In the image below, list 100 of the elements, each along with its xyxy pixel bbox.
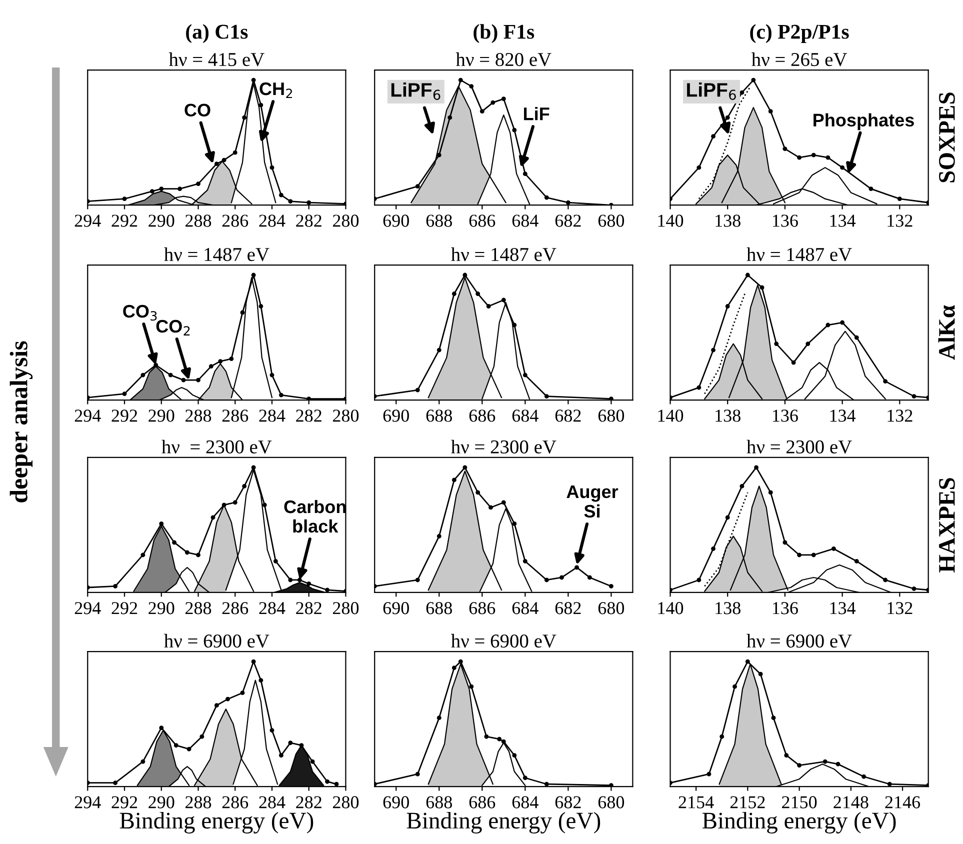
x-tick-label: 282: [296, 410, 322, 422]
x-tick-label: 280: [332, 214, 359, 227]
x-tick-label: 684: [512, 796, 538, 808]
x-tick-label: 290: [148, 796, 174, 808]
x-tick-label: 282: [296, 602, 322, 614]
x-tick-label: 290: [148, 410, 174, 422]
chart-title: hν = 2300 eV: [746, 440, 852, 454]
x-tick-label: 136: [773, 410, 798, 422]
text: HAXPES: [939, 478, 955, 572]
x-tick-label: 288: [185, 796, 212, 808]
chart-title: hν = 1487 eV: [451, 247, 556, 262]
x-tick-label: 286: [222, 796, 248, 808]
chart-title: hν = 6900 eV: [451, 634, 556, 648]
x-tick-label: 140: [658, 214, 684, 227]
x-tick-label: 2148: [834, 796, 868, 808]
x-tick-label: 680: [598, 602, 624, 614]
x-tick-label: 288: [185, 410, 212, 422]
x-tick-label: 688: [426, 602, 452, 614]
x-axis-title: Binding energy (eV): [406, 812, 600, 834]
x-tick-label: 290: [148, 214, 174, 227]
x-tick-label: 140: [658, 410, 684, 422]
x-tick-label: 280: [332, 602, 359, 614]
annotation: CO$_{3}$: [123, 304, 157, 321]
chart-subtitle: (c) P2p/P1s: [750, 24, 849, 44]
x-tick-label: 680: [598, 796, 624, 808]
x-tick-label: 2152: [730, 796, 765, 808]
x-tick-label: 690: [383, 410, 409, 422]
x-tick-label: 2146: [885, 796, 920, 808]
x-tick-label: 132: [888, 410, 912, 422]
x-tick-label: 134: [830, 214, 856, 227]
x-tick-label: 286: [222, 602, 248, 614]
x-tick-label: 684: [512, 214, 538, 227]
x-tick-label: 686: [469, 214, 496, 227]
x-tick-label: 294: [74, 796, 101, 808]
x-tick-label: 680: [598, 410, 624, 422]
chart-title: hν = 415 eV: [168, 52, 264, 66]
chart-subtitle: (b) F1s: [474, 24, 534, 44]
chart-title: hν = 6900 eV: [164, 634, 270, 648]
x-tick-label: 138: [716, 214, 740, 227]
x-tick-label: 280: [332, 796, 359, 808]
annotation: Phosphates: [814, 113, 914, 130]
x-tick-label: 140: [658, 602, 684, 614]
x-tick-label: 686: [469, 602, 496, 614]
chart-subtitle: (a) C1s: [186, 24, 248, 44]
chart-title: hν = 2300 eV: [451, 440, 556, 454]
x-tick-label: 682: [555, 410, 581, 422]
x-tick-label: 292: [112, 214, 138, 227]
x-tick-label: 688: [426, 410, 452, 422]
x-tick-label: 284: [259, 410, 286, 422]
x-tick-label: 292: [112, 796, 138, 808]
chart-title: hν = 1487 eV: [746, 247, 852, 262]
x-tick-label: 680: [598, 214, 624, 227]
x-tick-label: 284: [259, 214, 286, 227]
annotation: LiF: [524, 106, 550, 120]
annotation: CH$_{2}$: [260, 82, 292, 98]
text: AlKα: [938, 305, 955, 360]
x-tick-label: 282: [296, 796, 322, 808]
x-tick-label: 292: [112, 602, 138, 614]
chart-title: hν = 2300 eV: [162, 440, 272, 454]
x-tick-label: 132: [888, 214, 912, 227]
x-tick-label: 136: [773, 602, 798, 614]
x-tick-label: 134: [830, 602, 856, 614]
x-tick-label: 682: [555, 796, 581, 808]
annotation: CO: [184, 104, 210, 116]
text: SOXPES: [939, 92, 955, 182]
x-tick-label: 288: [185, 214, 212, 227]
x-tick-label: 138: [716, 410, 740, 422]
x-tick-label: 2150: [782, 796, 817, 808]
chart-title: hν = 820 eV: [456, 52, 552, 66]
text: deeper analysis: [10, 341, 33, 502]
x-tick-label: 280: [332, 410, 359, 422]
x-tick-label: 136: [773, 214, 798, 227]
x-tick-label: 282: [296, 214, 322, 227]
x-tick-label: 684: [512, 410, 538, 422]
x-tick-label: 682: [555, 214, 581, 227]
chart-title: hν = 265 eV: [752, 52, 848, 66]
x-tick-label: 684: [512, 602, 538, 614]
annotation: LiPF$_{6}$: [687, 82, 736, 100]
chart-title: hν = 6900 eV: [746, 634, 852, 648]
x-tick-label: 284: [259, 796, 286, 808]
x-tick-label: 134: [830, 410, 856, 422]
x-tick-label: 690: [383, 214, 409, 227]
annotation: CO$_{2}$: [156, 320, 190, 336]
x-tick-label: 2154: [678, 796, 714, 808]
x-tick-label: 288: [185, 602, 212, 614]
annotation: Auger Si: [566, 486, 618, 518]
x-tick-label: 294: [74, 410, 101, 422]
x-tick-label: 286: [222, 410, 248, 422]
x-tick-label: 688: [426, 796, 452, 808]
x-tick-label: 294: [74, 602, 101, 614]
x-tick-label: 688: [426, 214, 452, 227]
x-tick-label: 682: [555, 602, 581, 614]
x-tick-label: 138: [716, 602, 740, 614]
x-tick-label: 686: [469, 410, 496, 422]
x-axis-title: Binding energy (eV): [702, 812, 896, 834]
x-tick-label: 690: [383, 602, 409, 614]
annotation: LiPF$_{6}$: [391, 82, 440, 100]
x-tick-label: 292: [112, 410, 138, 422]
x-tick-label: 290: [148, 602, 174, 614]
x-axis-title: Binding energy (eV): [120, 812, 314, 834]
